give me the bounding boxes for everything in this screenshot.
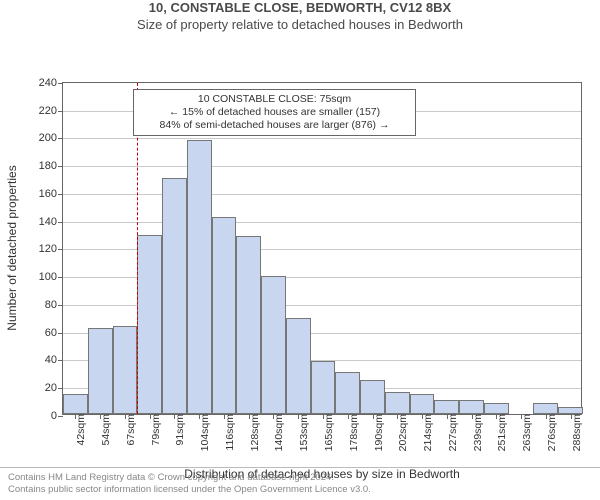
page-title-line2: Size of property relative to detached ho… xyxy=(0,17,600,34)
histogram-bar xyxy=(484,403,509,414)
gridline xyxy=(63,194,581,195)
histogram-bar xyxy=(360,380,385,413)
xtick-label: 153sqm xyxy=(294,414,310,451)
histogram-bar xyxy=(236,236,261,414)
xtick-label: 128sqm xyxy=(245,414,261,451)
gridline xyxy=(63,222,581,223)
histogram-bar xyxy=(410,394,435,413)
footer-line1: Contains HM Land Registry data © Crown c… xyxy=(8,472,592,484)
histogram-bar xyxy=(434,400,459,414)
footer-attribution: Contains HM Land Registry data © Crown c… xyxy=(0,467,600,496)
xtick-label: 263sqm xyxy=(517,414,533,451)
histogram-bar xyxy=(286,318,311,414)
ytick-label: 60 xyxy=(45,327,63,339)
xtick-label: 227sqm xyxy=(443,414,459,451)
annotation-line: ← 15% of detached houses are smaller (15… xyxy=(140,106,409,119)
histogram-bar xyxy=(212,217,237,414)
histogram-bar xyxy=(88,328,113,414)
histogram-bar xyxy=(311,361,336,414)
annotation-line: 10 CONSTABLE CLOSE: 75sqm xyxy=(140,93,409,106)
page-title-line1: 10, CONSTABLE CLOSE, BEDWORTH, CV12 8BX xyxy=(0,0,600,17)
xtick-label: 165sqm xyxy=(319,414,335,451)
xtick-label: 104sqm xyxy=(195,414,211,451)
xtick-label: 190sqm xyxy=(369,414,385,451)
histogram-chart: 0 20 40 60 80 100 120 140 160 180 200 220 240 42sqm 54… xyxy=(0,38,600,485)
xtick-label: 140sqm xyxy=(269,414,285,451)
xtick-label: 79sqm xyxy=(146,414,162,446)
ytick-label: 140 xyxy=(39,216,63,228)
plot-area: 02040608010012014016018020022024042sqm54… xyxy=(62,82,582,415)
ytick-label: 20 xyxy=(45,382,63,394)
xtick-label: 178sqm xyxy=(344,414,360,451)
xtick-label: 214sqm xyxy=(418,414,434,451)
xtick-label: 276sqm xyxy=(542,414,558,451)
histogram-bar xyxy=(137,235,162,414)
xtick-label: 202sqm xyxy=(393,414,409,451)
gridline xyxy=(63,166,581,167)
ytick-label: 0 xyxy=(51,410,63,422)
histogram-bar xyxy=(113,326,138,413)
annotation-line: 84% of semi-detached houses are larger (… xyxy=(140,119,409,132)
xtick-label: 54sqm xyxy=(96,414,112,446)
xtick-label: 67sqm xyxy=(121,414,137,446)
yaxis-label: Number of detached properties xyxy=(5,166,19,331)
ytick-label: 100 xyxy=(39,271,63,283)
histogram-bar xyxy=(187,140,212,413)
xtick-label: 42sqm xyxy=(71,414,87,446)
ytick-label: 180 xyxy=(39,160,63,172)
ytick-label: 200 xyxy=(39,132,63,144)
xtick-label: 116sqm xyxy=(220,414,236,451)
histogram-bar xyxy=(261,276,286,413)
ytick-label: 160 xyxy=(39,188,63,200)
ytick-label: 220 xyxy=(39,105,63,117)
histogram-bar xyxy=(533,403,558,414)
footer-line2: Contains public sector information licen… xyxy=(8,484,592,496)
xtick-label: 91sqm xyxy=(170,414,186,446)
histogram-bar xyxy=(459,400,484,414)
histogram-bar xyxy=(558,407,583,414)
ytick-label: 40 xyxy=(45,354,63,366)
annotation-box: 10 CONSTABLE CLOSE: 75sqm← 15% of detach… xyxy=(133,89,416,136)
xtick-label: 239sqm xyxy=(468,414,484,451)
gridline xyxy=(63,138,581,139)
histogram-bar xyxy=(63,394,88,413)
ytick-label: 240 xyxy=(39,77,63,89)
xtick-label: 288sqm xyxy=(567,414,583,451)
histogram-bar xyxy=(162,178,187,414)
ytick-label: 120 xyxy=(39,243,63,255)
xtick-label: 251sqm xyxy=(492,414,508,451)
histogram-bar xyxy=(385,392,410,414)
ytick-label: 80 xyxy=(45,299,63,311)
histogram-bar xyxy=(335,372,360,414)
